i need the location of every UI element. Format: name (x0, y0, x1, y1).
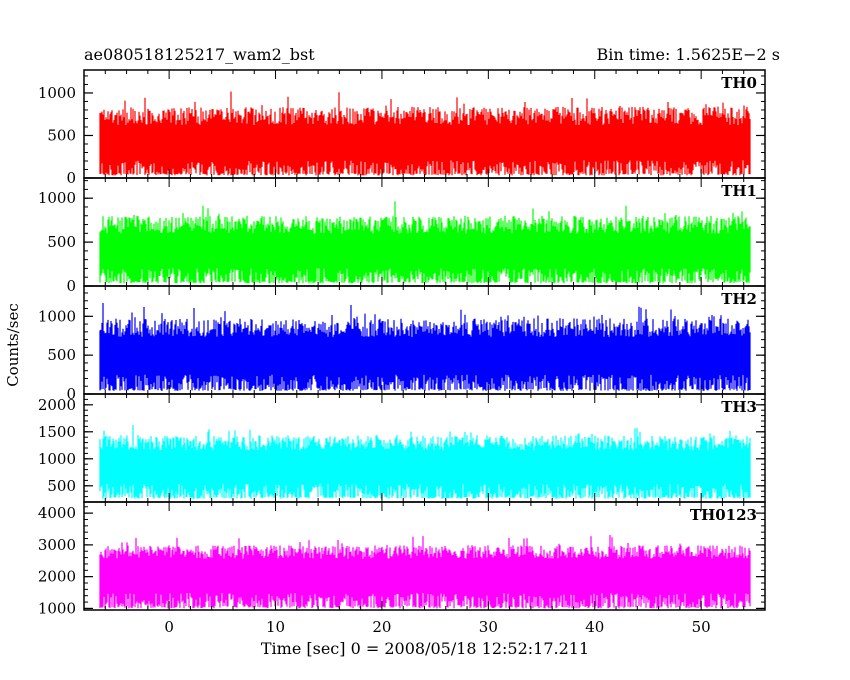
y-tick-label: 500 (47, 346, 76, 364)
x-tick-label: 10 (266, 618, 285, 636)
y-tick-label: 0 (66, 169, 76, 187)
y-tick-label: 0 (66, 277, 76, 295)
y-tick-label: 500 (47, 233, 76, 251)
y-tick-label: 1000 (38, 189, 76, 207)
y-tick-label: 500 (47, 126, 76, 144)
panels: 0 500 1000 TH0 0 500 1000 TH1 0 500 1000 TH2 500 1000… (38, 69, 766, 617)
x-tick-label: 20 (372, 618, 391, 636)
series-th0 (99, 91, 751, 176)
y-tick-label: 1500 (38, 423, 76, 441)
y-tick-label: 1000 (38, 84, 76, 102)
y-tick-label: 2000 (38, 396, 76, 414)
y-tick-label: 1000 (38, 307, 76, 325)
panel-label: TH3 (721, 398, 757, 416)
panel-label: TH0123 (690, 506, 757, 524)
y-axis-label: Counts/sec (4, 303, 22, 387)
y-tick-label: 1000 (38, 599, 76, 617)
series-th2 (99, 303, 751, 391)
panel-th1: 0 500 1000 TH1 (38, 177, 766, 295)
x-tick-label: 50 (692, 618, 711, 636)
bin-time-label: Bin time: 1.5625E−2 s (597, 45, 780, 64)
panel-th2: 0 500 1000 TH2 (38, 285, 766, 403)
y-tick-label: 1000 (38, 450, 76, 468)
y-tick-label: 3000 (38, 536, 76, 554)
panel-label: TH2 (721, 290, 757, 308)
x-axis-label: Time [sec] 0 = 2008/05/18 12:52:17.211 (261, 639, 589, 658)
y-tick-label: 4000 (38, 504, 76, 522)
series-th0123 (99, 535, 751, 609)
x-tick-label: 0 (164, 618, 174, 636)
x-axis: 0 10 20 30 40 50 (164, 618, 710, 636)
y-tick-label: 500 (47, 477, 76, 495)
panel-label: TH1 (721, 182, 757, 200)
x-tick-label: 40 (585, 618, 604, 636)
series-th1 (99, 201, 751, 284)
panel-th0123: 1000 2000 3000 4000 TH0123 (38, 501, 766, 617)
panel-label: TH0 (721, 74, 757, 92)
chart-title: ae080518125217_wam2_bst (84, 45, 315, 64)
series-th3 (99, 425, 751, 499)
panel-th3: 500 1000 1500 2000 TH3 (38, 393, 766, 503)
x-tick-label: 30 (479, 618, 498, 636)
y-tick-label: 0 (66, 385, 76, 403)
y-tick-label: 2000 (38, 568, 76, 586)
panel-th0: 0 500 1000 TH0 (38, 69, 766, 187)
